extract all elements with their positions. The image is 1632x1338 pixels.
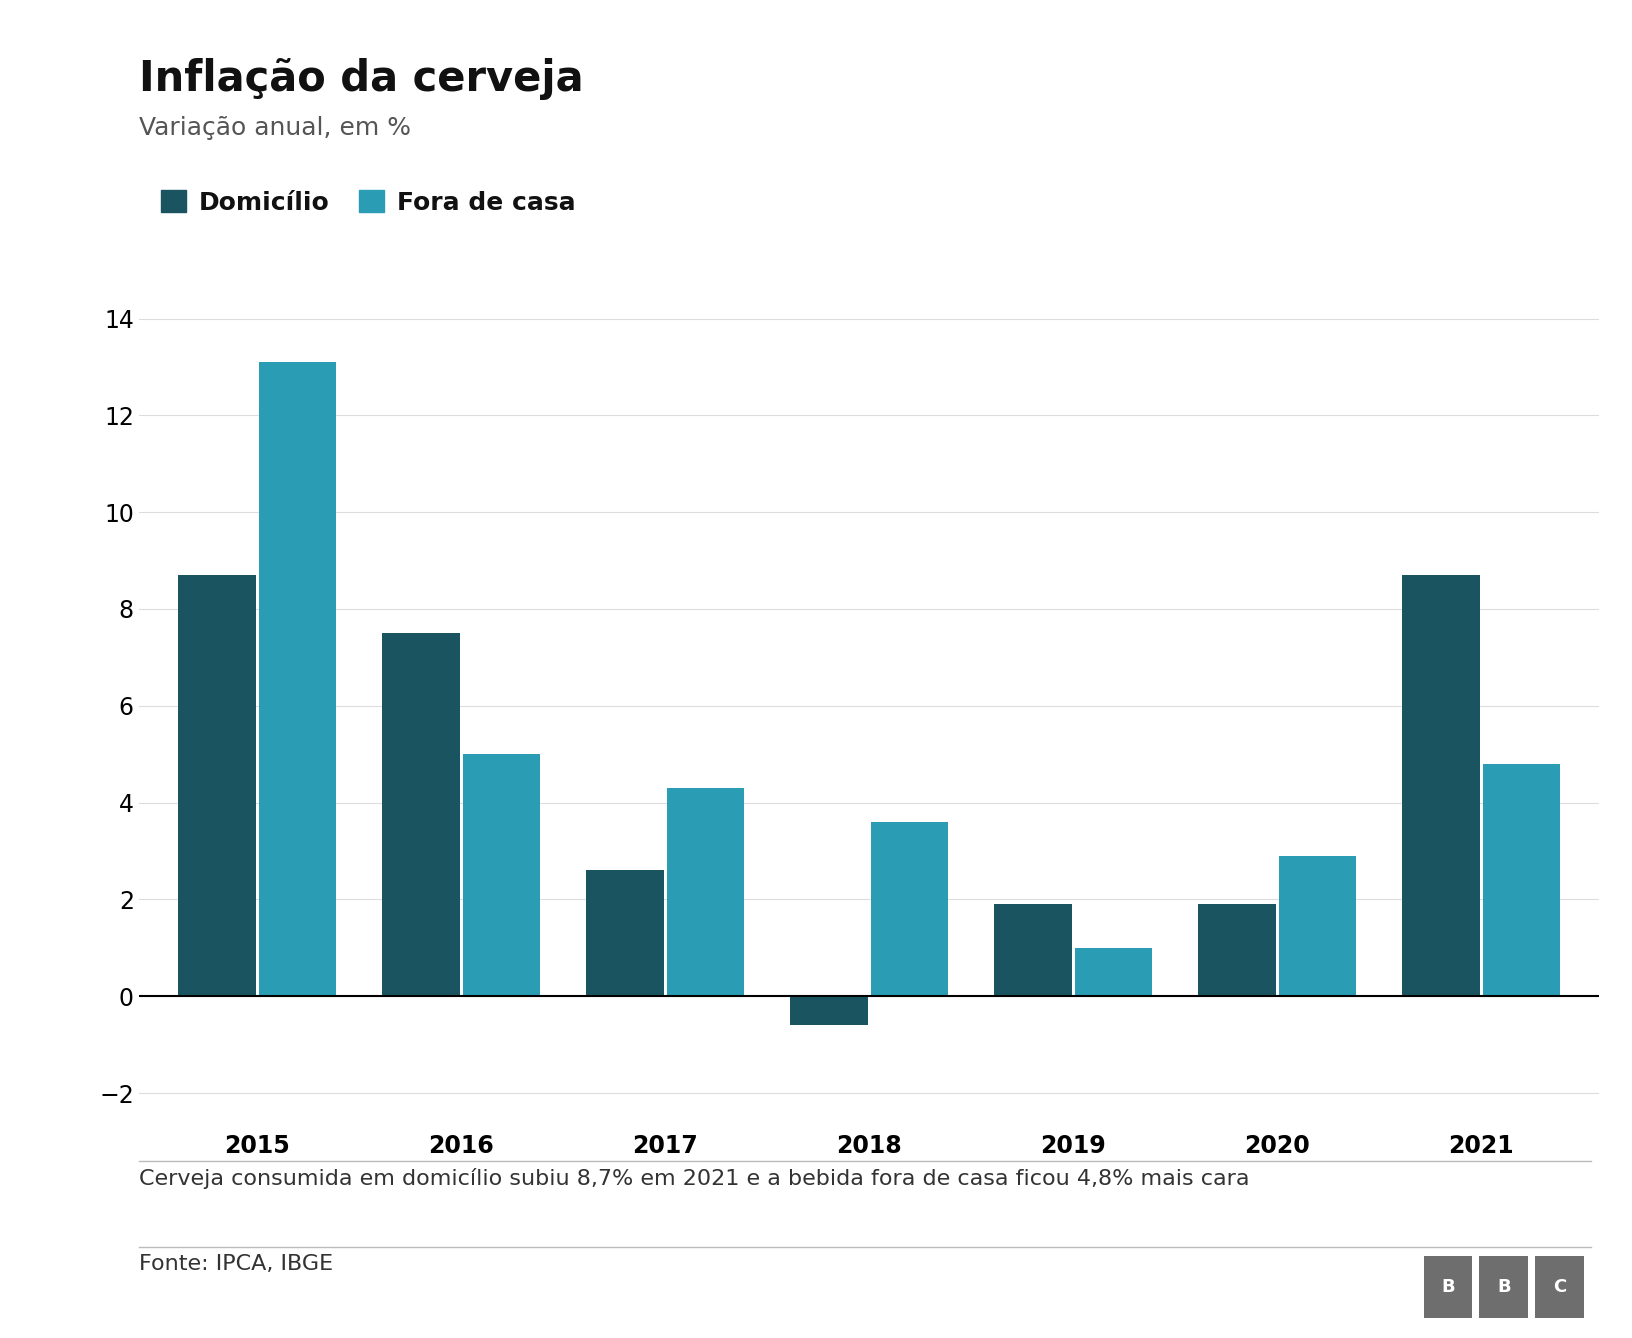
Bar xyxy=(1278,856,1356,997)
Text: C: C xyxy=(1554,1278,1567,1297)
Legend: Domicílio, Fora de casa: Domicílio, Fora de casa xyxy=(152,179,586,225)
Bar xyxy=(1198,904,1276,997)
Bar xyxy=(666,788,744,997)
Text: B: B xyxy=(1441,1278,1454,1297)
Bar xyxy=(1402,575,1480,997)
Bar xyxy=(258,363,336,997)
Text: B: B xyxy=(1497,1278,1511,1297)
Bar xyxy=(382,633,460,997)
Bar xyxy=(462,755,540,997)
Bar xyxy=(586,870,664,997)
Text: Cerveja consumida em domicílio subiu 8,7% em 2021 e a bebida fora de casa ficou : Cerveja consumida em domicílio subiu 8,7… xyxy=(139,1168,1248,1189)
Bar xyxy=(790,997,868,1025)
Bar xyxy=(178,575,256,997)
FancyBboxPatch shape xyxy=(1536,1256,1585,1318)
Bar xyxy=(1074,947,1152,997)
Bar xyxy=(1482,764,1560,997)
Bar xyxy=(870,822,948,997)
Text: Inflação da cerveja: Inflação da cerveja xyxy=(139,58,583,99)
FancyBboxPatch shape xyxy=(1480,1256,1528,1318)
FancyBboxPatch shape xyxy=(1423,1256,1472,1318)
Bar xyxy=(994,904,1072,997)
Text: Fonte: IPCA, IBGE: Fonte: IPCA, IBGE xyxy=(139,1254,333,1274)
Text: Variação anual, em %: Variação anual, em % xyxy=(139,116,411,140)
